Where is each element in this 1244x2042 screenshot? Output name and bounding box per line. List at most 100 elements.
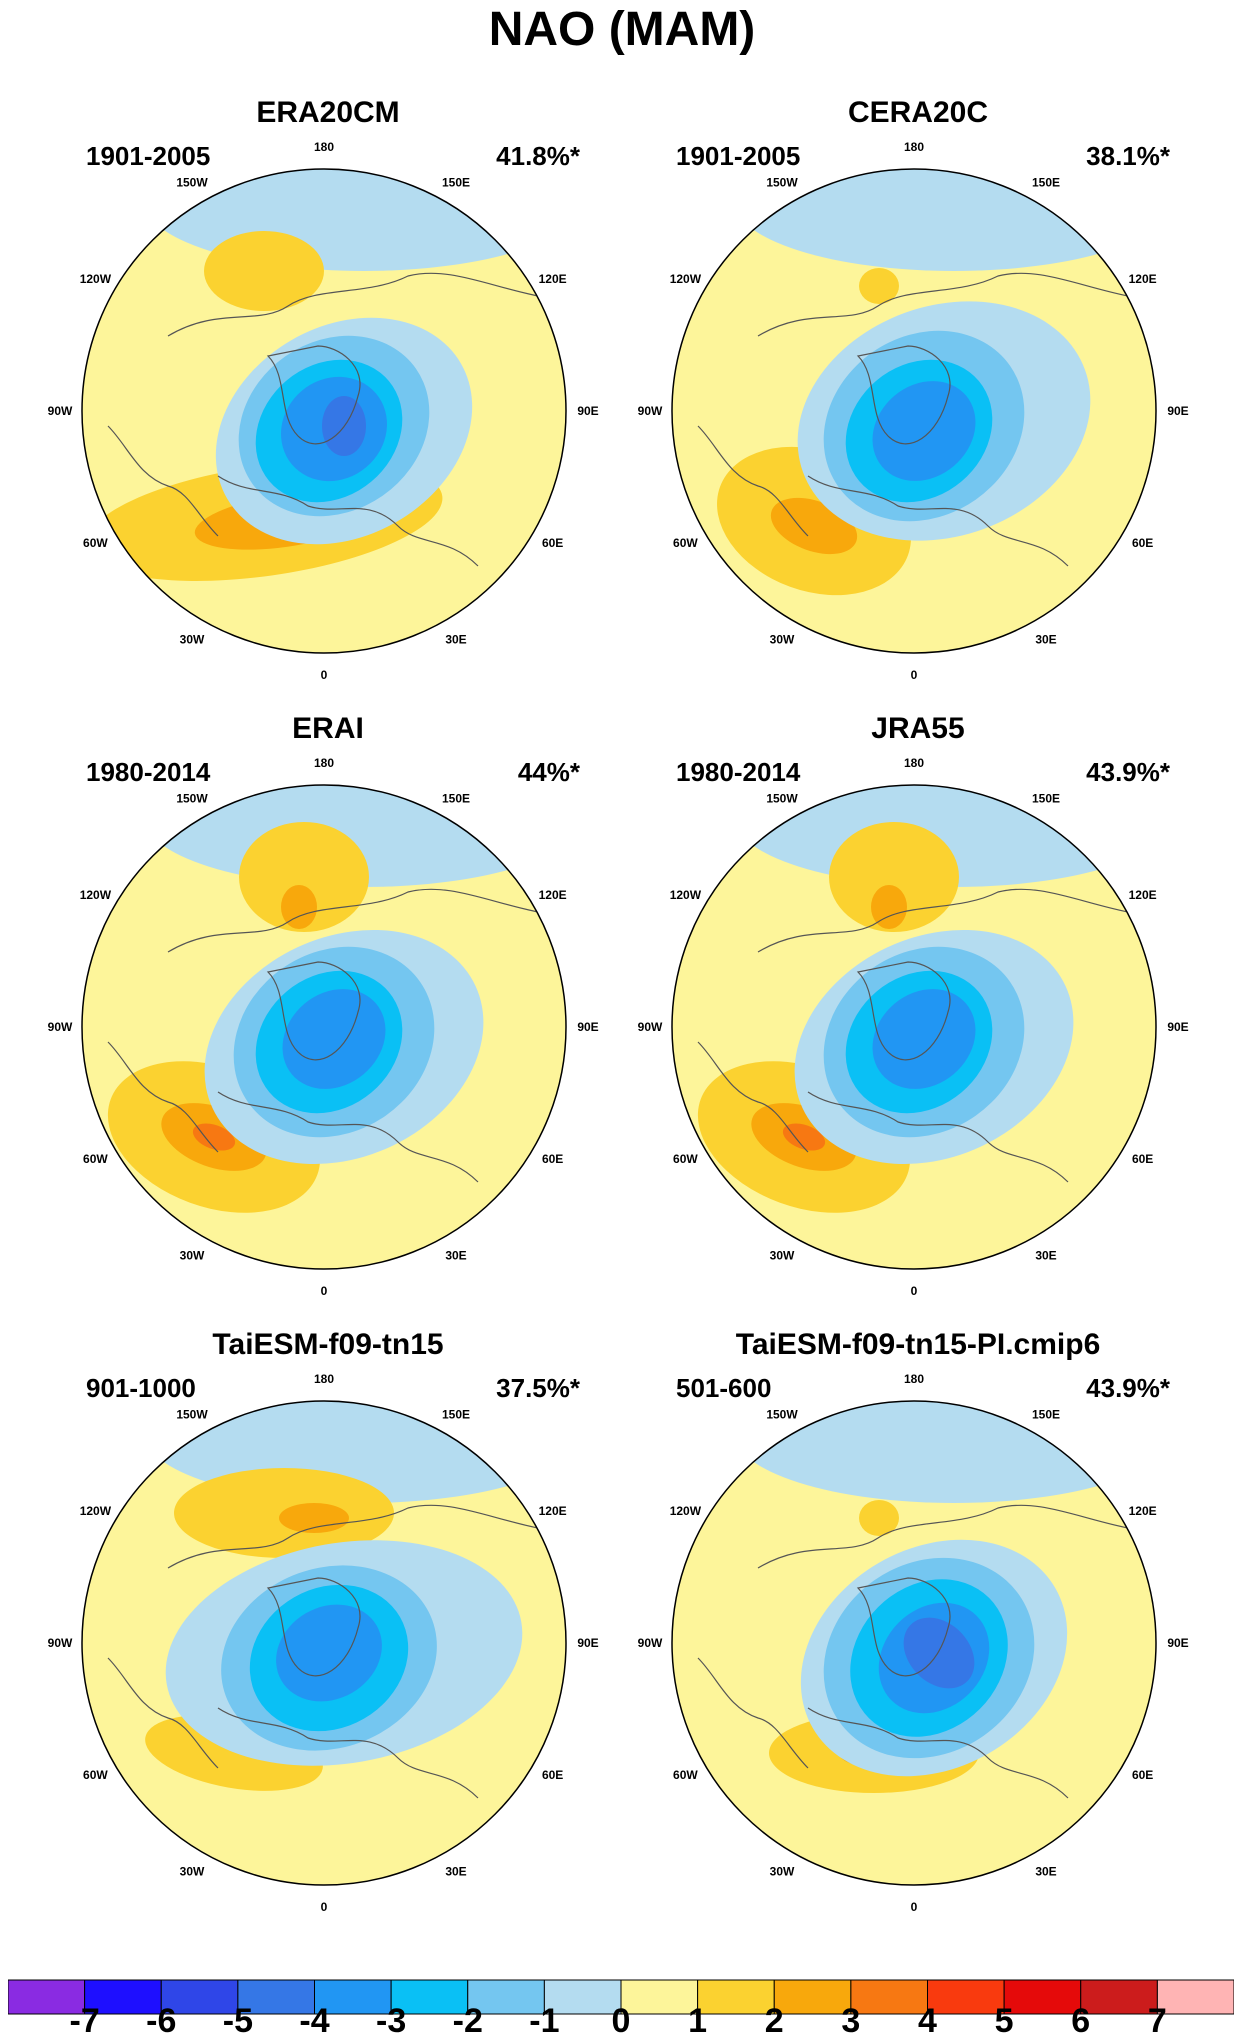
colorbar-tick-label: -7 [69,2002,100,2040]
longitude-label: 60W [83,1768,108,1782]
longitude-label: 120W [670,1504,702,1518]
longitude-label: 150E [1032,175,1060,189]
map-border [81,168,567,654]
colorbar-swatch [620,1979,699,2015]
longitude-label: 90E [1167,1020,1188,1034]
longitude-label: 120W [80,272,112,286]
longitude-label: 90W [48,404,73,418]
longitude-label: 180 [904,1372,924,1386]
variance-label: 43.9%* [1086,1373,1170,1403]
colorbar-swatch [84,1979,162,2015]
variance-label: 43.9%* [1086,757,1170,787]
longitude-label: 180 [314,140,334,154]
map-panel: 180 150E 120E 90E 60E 30E 0 30W 60W 90W 120W 150W Ta… [608,1328,1228,1948]
panel-title: TaiESM-f09-tn15 [212,1328,444,1361]
map-border [671,1400,1157,1886]
period-label: 1980-2014 [86,757,211,787]
coastlines [697,1504,1129,1799]
map-panel: 180 150E 120E 90E 60E 30E 0 30W 60W 90W 120W 150W CE… [608,96,1228,716]
longitude-label: 30W [770,633,795,647]
contour-region [859,268,899,304]
contour-region [872,989,976,1089]
longitude-label: 120E [539,1504,567,1518]
longitude-label: 150W [176,791,208,805]
longitude-label: 0 [911,1284,918,1298]
colorbar-swatch [1156,1979,1234,2015]
longitude-label: 30W [180,1865,205,1879]
colorbar-swatch [237,1979,315,2015]
figure-title: NAO (MAM) [488,3,756,56]
longitude-label: 60E [1132,1152,1153,1166]
colorbar-tick-label: 2 [764,2002,784,2040]
longitude-label: 120E [539,272,567,286]
period-label: 901-1000 [86,1373,196,1403]
colorbar-swatch [314,1979,392,2015]
coastlines [107,1504,539,1799]
map-panel: 180 150E 120E 90E 60E 30E 0 30W 60W 90W 120W 150W JR… [608,712,1228,1332]
polar-map: 180 150E 120E 90E 60E 30E 0 30W 60W 90W 120W 150W [48,756,599,1298]
longitude-label: 180 [314,1372,334,1386]
longitude-label: 150E [442,1407,470,1421]
colorbar-tick-label: 6 [1071,2002,1091,2040]
longitude-label: 120W [670,272,702,286]
longitude-label: 60E [1132,536,1153,550]
polar-map: 180 150E 120E 90E 60E 30E 0 30W 60W 90W 120W 150W [638,1372,1189,1914]
longitude-label: 0 [321,1284,328,1298]
longitude-label: 30E [445,633,466,647]
longitude-label: 60W [83,536,108,550]
colorbar-tick-label: -6 [146,2002,177,2040]
longitude-label: 180 [314,756,334,770]
longitude-label: 90W [638,1020,663,1034]
field-region [734,169,1156,271]
variance-label: 44%* [517,757,580,787]
longitude-label: 60W [673,1152,698,1166]
contour-region [872,381,976,481]
variance-label: 41.8%* [496,141,580,171]
longitude-label: 90W [638,404,663,418]
coastlines [697,888,1129,1183]
period-label: 501-600 [676,1373,772,1403]
contour-region [239,822,369,932]
longitude-label: 60W [673,1768,698,1782]
contour-region [871,885,907,929]
coastlines [107,272,539,567]
longitude-label: 60W [83,1152,108,1166]
longitude-label: 120W [670,888,702,902]
longitude-label: 150W [766,1407,798,1421]
longitude-label: 30W [180,1249,205,1263]
longitude-label: 30E [445,1249,466,1263]
longitude-label: 150E [442,791,470,805]
map-border [81,784,567,1270]
contour-region [192,1123,236,1151]
panel-title: ERAI [292,712,364,745]
longitude-label: 120E [1129,888,1157,902]
longitude-label: 0 [321,668,328,682]
longitude-label: 90E [577,404,598,418]
longitude-label: 0 [911,1900,918,1914]
map-panel: 180 150E 120E 90E 60E 30E 0 30W 60W 90W 120W 150W ER… [18,96,638,716]
longitude-label: 60E [542,1768,563,1782]
longitude-label: 120E [1129,272,1157,286]
longitude-label: 150W [766,175,798,189]
longitude-label: 180 [904,140,924,154]
variance-label: 38.1%* [1086,141,1170,171]
longitude-label: 90E [577,1020,598,1034]
panel-title: ERA20CM [256,96,400,129]
longitude-label: 60W [673,536,698,550]
polar-map: 180 150E 120E 90E 60E 30E 0 30W 60W 90W 120W 150W [638,140,1189,682]
map-panel: 180 150E 120E 90E 60E 30E 0 30W 60W 90W 120W 150W ER… [18,712,638,1332]
longitude-label: 90W [638,1636,663,1650]
longitude-label: 150E [1032,1407,1060,1421]
longitude-label: 150E [442,175,470,189]
colorbar-tick-label: -4 [299,2002,330,2040]
longitude-label: 120E [539,888,567,902]
colorbar-tick-label: 0 [611,2002,631,2040]
colorbar-tick-label: 1 [688,2002,708,2040]
panel-title: TaiESM-f09-tn15-PI.cmip6 [735,1328,1101,1361]
map-panel: 180 150E 120E 90E 60E 30E 0 30W 60W 90W 120W 150W Ta… [18,1328,638,1948]
contour-region [282,989,386,1089]
longitude-label: 60E [542,536,563,550]
contour-region [281,885,317,929]
longitude-label: 30W [770,1865,795,1879]
colorbar-swatch [927,1979,1005,2015]
